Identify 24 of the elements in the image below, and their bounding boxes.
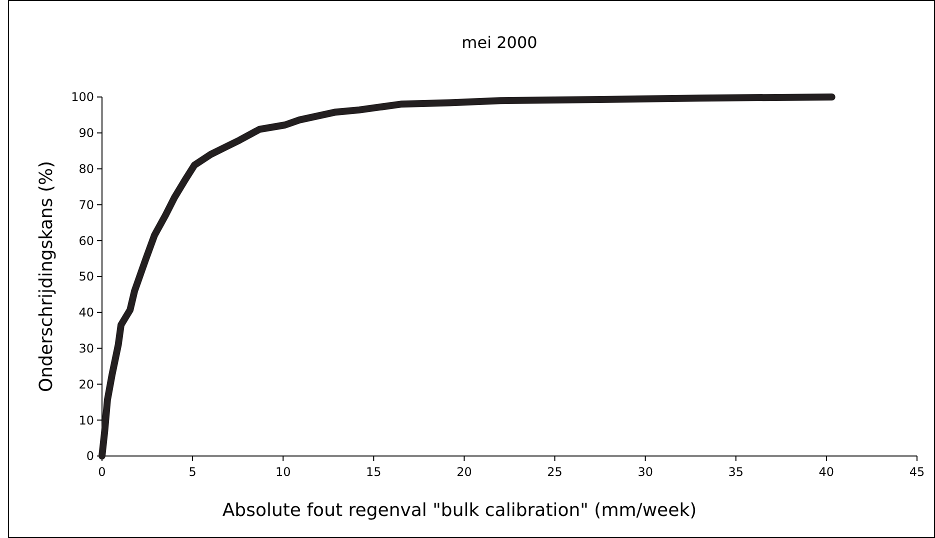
y-tick-label: 70	[78, 198, 94, 212]
x-tick-label: 45	[909, 465, 925, 479]
y-tick-label: 0	[86, 449, 94, 464]
chart-title: mei 2000	[462, 33, 538, 52]
y-tick-label: 10	[78, 413, 94, 428]
y-tick-label: 40	[78, 306, 94, 320]
y-tick-label: 100	[71, 90, 94, 104]
x-tick-label: 30	[638, 465, 653, 479]
x-tick-label: 15	[366, 465, 382, 479]
x-axis-title: Absolute fout regenval "bulk calibration" (mm/week)	[222, 500, 697, 521]
x-tick-label: 5	[188, 465, 196, 479]
y-axis-title: Onderschrijdingskans (%)	[36, 161, 57, 392]
y-tick-label: 60	[78, 234, 94, 248]
x-tick-label: 20	[456, 465, 472, 479]
x-tick-label: 25	[547, 465, 562, 479]
y-tick-label: 90	[78, 126, 94, 140]
y-tick-label: 80	[78, 162, 94, 176]
y-tick-label: 30	[78, 342, 94, 356]
x-tick-label: 0	[98, 465, 106, 479]
x-tick-label: 10	[275, 465, 291, 479]
x-tick-label: 40	[818, 465, 834, 479]
y-tick-label: 50	[78, 270, 94, 284]
y-tick-label: 20	[78, 377, 94, 392]
x-tick-label: 35	[728, 465, 744, 479]
